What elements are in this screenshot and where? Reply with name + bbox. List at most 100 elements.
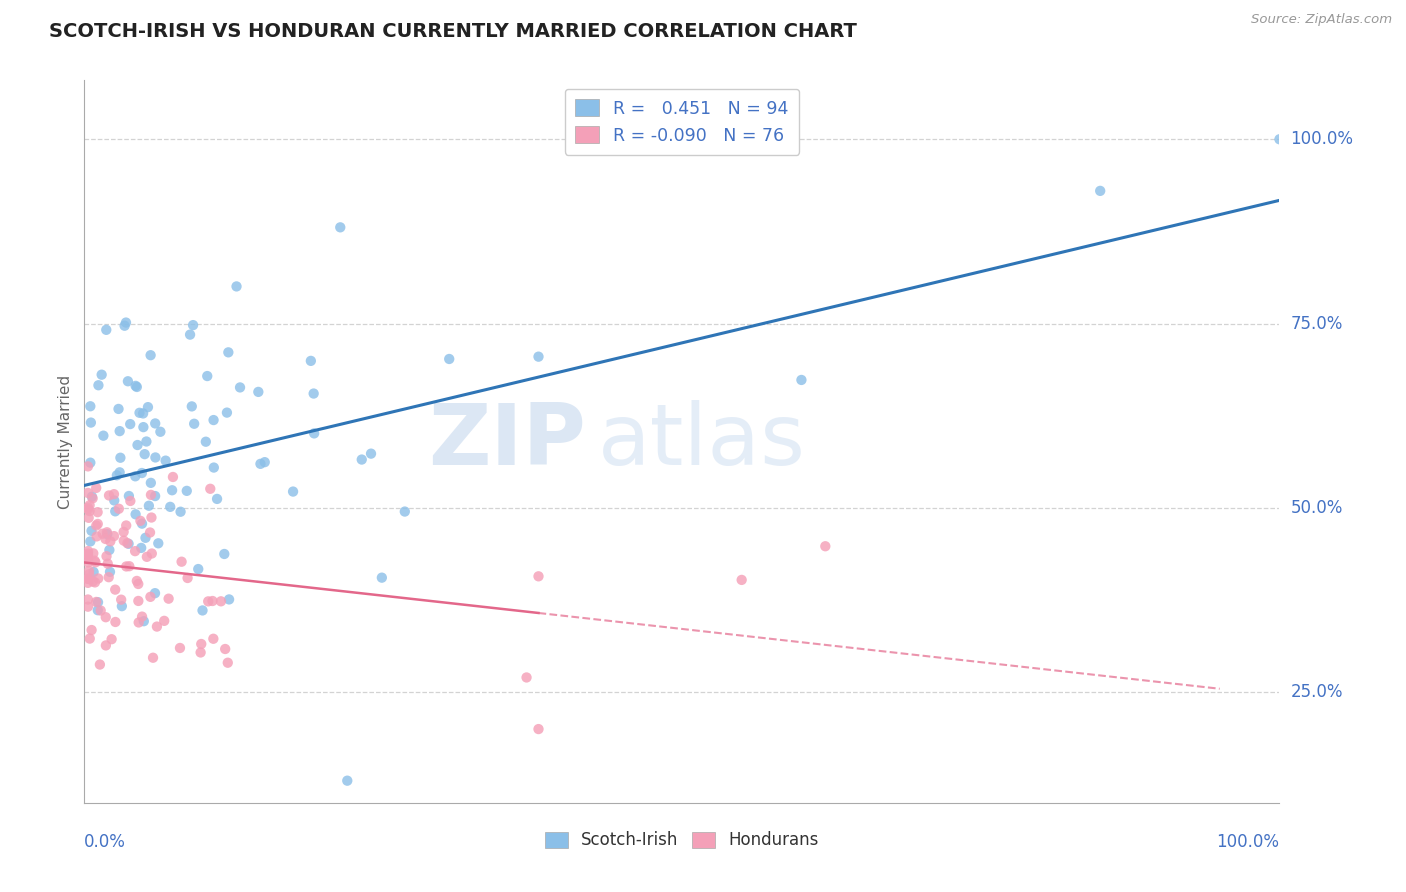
Point <box>77 599 100 614</box>
Point <box>217 345 239 359</box>
Point <box>77 502 100 516</box>
Point <box>117 374 139 388</box>
Point <box>110 592 132 607</box>
Point <box>516 670 538 684</box>
Point <box>93 428 115 442</box>
Point <box>253 455 276 469</box>
Point <box>96 525 118 540</box>
Point <box>128 615 150 630</box>
Point <box>139 590 162 604</box>
Point <box>98 565 121 579</box>
Point <box>108 501 131 516</box>
Point <box>336 773 359 788</box>
Point <box>97 570 120 584</box>
Point <box>82 574 104 589</box>
Point <box>132 406 155 420</box>
Point <box>1268 132 1291 146</box>
Y-axis label: Currently Married: Currently Married <box>58 375 73 508</box>
Point <box>169 640 191 655</box>
Point <box>108 466 131 480</box>
Point <box>731 573 754 587</box>
Point <box>146 619 169 633</box>
Point <box>87 603 110 617</box>
Point <box>134 531 156 545</box>
Point <box>360 447 382 461</box>
Point <box>214 642 236 657</box>
Point <box>104 615 127 629</box>
Point <box>115 518 138 533</box>
Point <box>111 599 134 614</box>
Point <box>155 453 177 467</box>
Point <box>103 487 125 501</box>
Text: 0.0%: 0.0% <box>84 833 127 851</box>
Point <box>80 623 103 637</box>
Point <box>176 571 198 585</box>
Point <box>225 279 247 293</box>
Point <box>94 532 117 546</box>
Point <box>183 417 205 431</box>
Point <box>143 489 166 503</box>
Point <box>131 466 153 480</box>
Point <box>141 510 163 524</box>
Point <box>104 582 127 597</box>
Text: ZIP: ZIP <box>429 400 586 483</box>
Point <box>214 547 236 561</box>
Point <box>87 516 110 531</box>
Point <box>209 594 232 608</box>
Point <box>128 406 150 420</box>
Point <box>77 572 100 586</box>
Point <box>190 645 212 659</box>
Point <box>105 468 128 483</box>
Point <box>202 413 225 427</box>
Point <box>77 500 100 515</box>
Point <box>94 610 117 624</box>
Point <box>77 486 100 500</box>
Point <box>127 577 149 591</box>
Point <box>120 417 142 431</box>
Point <box>79 534 101 549</box>
Point <box>80 490 103 504</box>
Point <box>84 575 107 590</box>
Point <box>127 438 149 452</box>
Point <box>169 505 191 519</box>
Point <box>112 524 135 539</box>
Point <box>89 657 111 672</box>
Point <box>104 504 127 518</box>
Point <box>139 475 162 490</box>
Point <box>129 541 152 555</box>
Point <box>84 481 107 495</box>
Point <box>139 488 162 502</box>
Point <box>194 434 217 449</box>
Point <box>215 406 238 420</box>
Point <box>197 594 219 608</box>
Point <box>145 450 167 465</box>
Point <box>302 426 325 441</box>
Text: atlas: atlas <box>599 400 806 483</box>
Point <box>281 484 304 499</box>
Point <box>117 536 139 550</box>
Point <box>143 417 166 431</box>
Point <box>229 380 252 394</box>
Point <box>79 504 101 518</box>
Point <box>118 559 141 574</box>
Point <box>83 554 105 568</box>
Point <box>86 505 108 519</box>
Point <box>139 348 162 362</box>
Text: 100.0%: 100.0% <box>1216 833 1279 851</box>
Point <box>1090 184 1112 198</box>
Point <box>181 318 204 332</box>
Point <box>350 452 373 467</box>
Point <box>98 534 121 549</box>
Point <box>302 386 325 401</box>
Legend: Scotch-Irish, Hondurans: Scotch-Irish, Hondurans <box>538 824 825 856</box>
Point <box>103 493 125 508</box>
Point <box>135 549 157 564</box>
Point <box>218 592 240 607</box>
Point <box>115 316 138 330</box>
Point <box>247 384 270 399</box>
Point <box>125 380 148 394</box>
Point <box>159 500 181 514</box>
Point <box>176 483 198 498</box>
Point <box>205 491 228 506</box>
Point <box>129 514 152 528</box>
